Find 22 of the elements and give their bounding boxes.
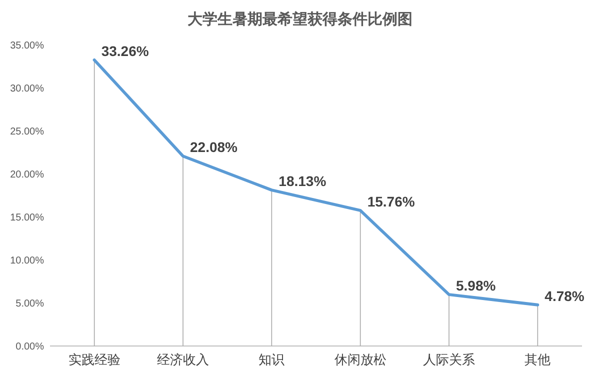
y-tick-label: 15.00% <box>10 212 44 224</box>
y-tick-label: 35.00% <box>10 40 44 52</box>
y-tick-label: 10.00% <box>10 256 44 266</box>
y-tick-label: 0.00% <box>16 342 44 352</box>
line-series <box>92 58 540 306</box>
x-tick-label: 经济收入 <box>157 352 209 367</box>
x-tick-label: 其他 <box>524 352 551 367</box>
y-tick-label: 25.00% <box>10 126 44 138</box>
y-tick-label: 30.00% <box>10 84 44 94</box>
x-tick-label: 知识 <box>258 352 285 367</box>
chart-title: 大学生暑期最希望获得条件比例图 <box>188 10 412 28</box>
x-tick-label: 实践经验 <box>68 352 120 367</box>
y-tick-label: 20.00% <box>10 170 44 180</box>
x-tick-label: 人际关系 <box>423 352 475 367</box>
data-label: 33.26% <box>101 42 150 59</box>
x-tick-label: 休闲放松 <box>334 352 386 367</box>
y-tick-label: 5.00% <box>16 298 44 310</box>
data-label: 18.13% <box>278 173 327 190</box>
data-label: 15.76% <box>367 193 416 210</box>
data-label: 5.98% <box>456 278 496 294</box>
data-label: 4.78% <box>544 288 585 304</box>
data-label: 22.08% <box>190 139 238 156</box>
